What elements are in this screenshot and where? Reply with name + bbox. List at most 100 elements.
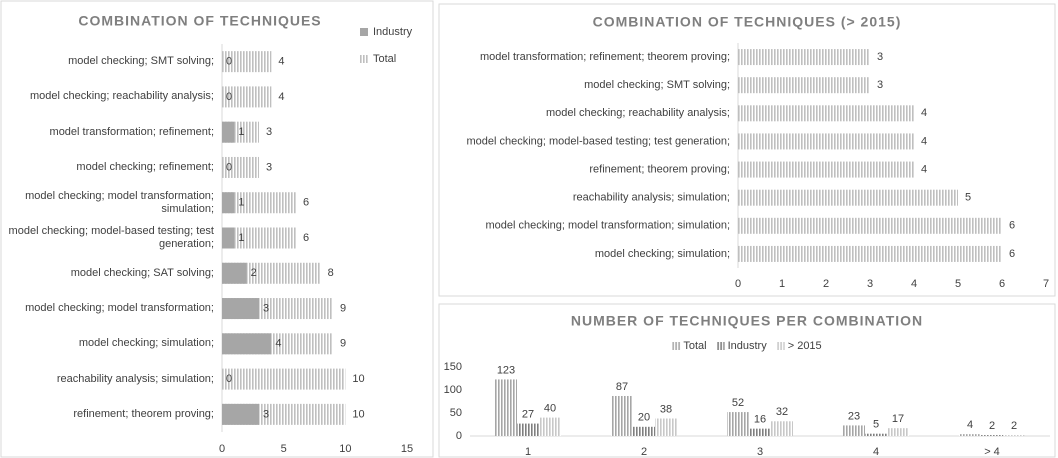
panel: [438, 303, 1056, 458]
bar: [738, 77, 870, 94]
data-label: 23: [848, 410, 860, 422]
data-label: 3: [877, 79, 883, 91]
category-label-box: model checking; model transformation; si…: [25, 189, 214, 215]
data-label: 0: [226, 161, 232, 173]
data-label: 4: [921, 135, 927, 147]
bar: [959, 434, 981, 436]
legend-swatch: [360, 28, 368, 36]
y-tick-label: model checking; refinement;: [76, 160, 214, 173]
data-label: 9: [340, 302, 346, 314]
bar: [495, 379, 517, 436]
data-label: 2: [251, 267, 257, 279]
data-label: 6: [303, 232, 309, 244]
bar: [517, 423, 539, 436]
data-label: 1: [238, 126, 244, 138]
y-tick-label: model checking; SAT solving;: [70, 266, 214, 279]
bar: [771, 421, 793, 436]
x-tick-label: 6: [999, 278, 1005, 290]
x-tick-label: > 4: [984, 446, 1000, 458]
y-tick-label: model checking; simulation;: [595, 248, 730, 260]
category-label-box: refinement; theorem proving;: [73, 408, 214, 420]
legend-label: Total: [683, 340, 706, 352]
data-label: 6: [1009, 248, 1015, 260]
bar: [738, 245, 1002, 262]
data-label: 4: [967, 419, 973, 431]
bar: [539, 417, 561, 436]
bar: [1003, 435, 1025, 436]
data-label: 1: [238, 197, 244, 209]
y-tick-label: model transformation; refinement; theore…: [480, 51, 730, 63]
data-label: 9: [340, 338, 346, 350]
x-tick-label: 4: [911, 278, 917, 290]
category-label-box: model checking; model transformation;: [25, 302, 214, 315]
bar: [222, 156, 259, 178]
y-tick-label: 0: [456, 430, 462, 442]
data-label: 38: [660, 403, 672, 415]
legend-swatch: [716, 342, 725, 350]
bar: [633, 426, 655, 436]
y-tick-label: model checking; model transformation; si…: [485, 220, 730, 232]
legend-label: Industry: [373, 26, 413, 38]
legend-label: > 2015: [788, 340, 822, 352]
bar: [738, 217, 1002, 234]
bar: [749, 428, 771, 436]
data-label: 20: [638, 412, 650, 424]
y-tick-label: model checking; model transformation;: [25, 302, 214, 315]
x-tick-label: 5: [955, 278, 961, 290]
data-label: 4: [275, 338, 281, 350]
bar: [222, 121, 235, 143]
data-label: 4: [921, 107, 927, 119]
data-label: 4: [278, 91, 284, 103]
bar: [222, 227, 235, 249]
y-tick-label: 100: [444, 384, 462, 396]
y-tick-label: model checking; model transformation; si…: [25, 189, 214, 215]
data-label: 5: [965, 192, 971, 204]
bar: [222, 86, 272, 108]
data-label: 32: [776, 406, 788, 418]
bar: [738, 49, 870, 66]
bar: [222, 368, 346, 390]
y-tick-label: model transformation; refinement;: [49, 125, 214, 138]
panel: [0, 0, 434, 458]
bar: [843, 425, 865, 436]
data-label: 10: [352, 373, 364, 385]
category-label-box: model checking; refinement;: [76, 160, 214, 173]
y-tick-label: 50: [450, 407, 462, 419]
y-tick-label: refinement; theorem proving;: [589, 163, 730, 175]
data-label: 123: [497, 364, 515, 376]
category-label-box: model checking; reachability analysis;: [30, 90, 214, 102]
x-tick-label: 4: [873, 446, 879, 458]
bar: [865, 433, 887, 436]
category-label-box: reachability analysis; simulation;: [57, 373, 214, 385]
x-tick-label: 7: [1043, 278, 1049, 290]
bar: [738, 161, 914, 178]
chart-title: COMBINATION OF TECHNIQUES (> 2015): [593, 14, 902, 30]
data-label: 5: [873, 419, 879, 431]
x-tick-label: 5: [281, 443, 287, 455]
y-tick-label: model checking; model-based testing; tes…: [8, 224, 214, 250]
bar: [738, 133, 914, 150]
data-label: 52: [732, 397, 744, 409]
bar: [222, 298, 259, 320]
data-label: 27: [522, 408, 534, 420]
bar: [738, 189, 958, 206]
legend: Total Industry > 2015: [672, 340, 822, 352]
bar: [887, 428, 909, 436]
chart-title: NUMBER OF TECHNIQUES PER COMBINATION: [571, 313, 923, 329]
data-label: 3: [263, 408, 269, 420]
chart-title: COMBINATION OF TECHNIQUES: [78, 13, 321, 29]
bar: [222, 403, 259, 425]
data-label: 6: [1009, 220, 1015, 232]
bar: [738, 105, 914, 122]
data-label: 6: [303, 197, 309, 209]
y-tick-label: 150: [444, 361, 462, 373]
data-label: 17: [892, 413, 904, 425]
data-label: 1: [238, 232, 244, 244]
data-label: 2: [989, 420, 995, 432]
x-tick-label: 1: [779, 278, 785, 290]
bar: [655, 418, 677, 436]
legend-swatch: [672, 342, 681, 350]
bar: [222, 51, 272, 73]
bar: [611, 395, 633, 436]
